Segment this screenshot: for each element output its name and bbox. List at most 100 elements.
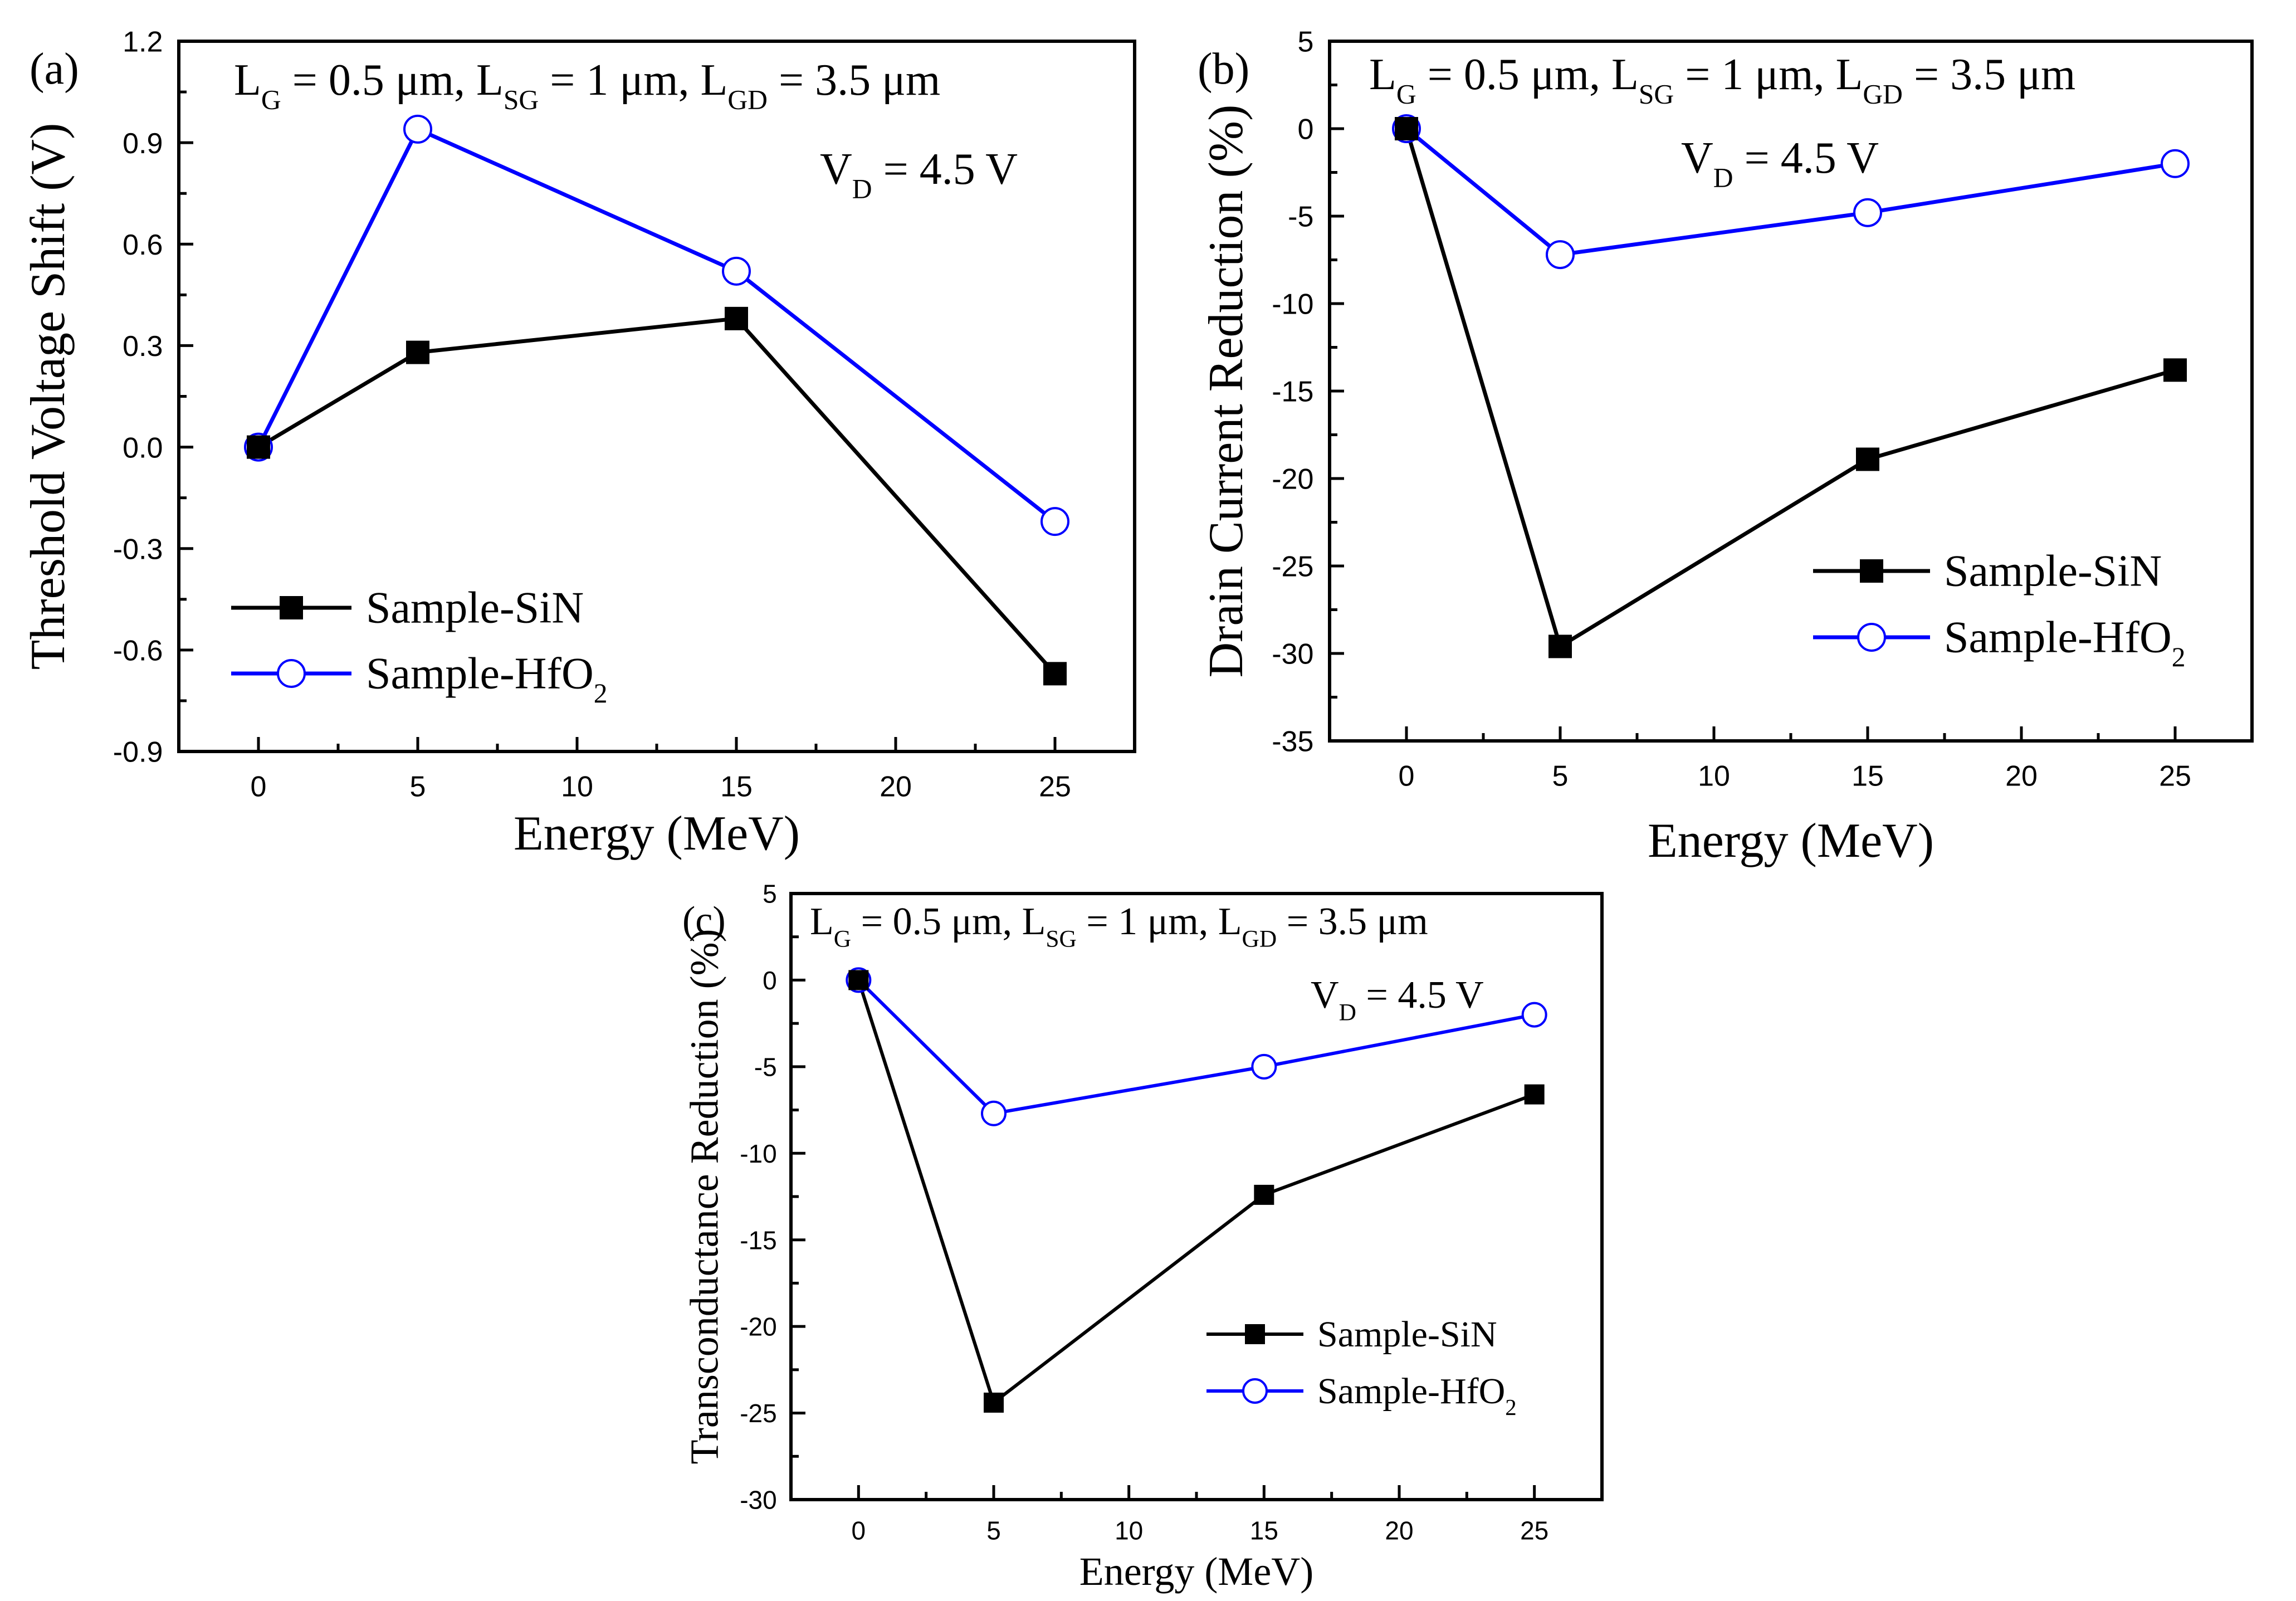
data-point-square bbox=[1548, 634, 1572, 658]
x-tick-label: 20 bbox=[2005, 760, 2038, 793]
legend-label: Sample-HfO2​ bbox=[366, 649, 608, 709]
series-line-1 bbox=[1405, 127, 2176, 257]
y-tick-label: -5 bbox=[1288, 201, 1313, 233]
chart-panel-a: 0 5 10 15 20 25 -0.9 -0.6 -0.3 0.0 0.3 0.6 0.9 1.2 Ene… bbox=[21, 26, 1136, 861]
data-point-circle bbox=[1040, 507, 1069, 536]
data-point-square bbox=[725, 306, 748, 330]
data-point-circle bbox=[1853, 198, 1882, 227]
y-tick-label: -25 bbox=[1272, 551, 1313, 583]
series-line-0 bbox=[257, 316, 1057, 675]
data-point-square bbox=[984, 1392, 1004, 1413]
legend: Sample-SiN Sample-HfO2​ bbox=[1813, 546, 2186, 672]
legend-marker-square bbox=[1245, 1324, 1265, 1344]
legend: Sample-SiN Sample-HfO2​ bbox=[231, 583, 608, 709]
y-tick-label: -15 bbox=[740, 1226, 776, 1255]
legend-label: Sample-SiN bbox=[366, 583, 584, 632]
x-tick-label: 0 bbox=[852, 1516, 866, 1545]
x-tick-label: 5 bbox=[986, 1516, 1001, 1545]
x-tick-label: 15 bbox=[1250, 1516, 1278, 1545]
y-tick-label: 5 bbox=[763, 880, 777, 909]
data-point-square bbox=[848, 970, 869, 990]
x-tick-label: 0 bbox=[1399, 760, 1415, 793]
y-axis-title: Threshold Voltage Shift (V) bbox=[21, 123, 75, 670]
y-tick-label: -10 bbox=[740, 1139, 776, 1168]
y-tick-label: 0.6 bbox=[123, 229, 163, 261]
x-tick-label: 15 bbox=[1852, 760, 1884, 793]
series-line-1 bbox=[857, 979, 1535, 1116]
y-tick-label: -10 bbox=[1272, 289, 1313, 321]
y-tick-label: -20 bbox=[740, 1312, 776, 1341]
data-point-circle bbox=[981, 1100, 1007, 1126]
y-tick-label: -20 bbox=[1272, 463, 1313, 496]
x-tick-label: 5 bbox=[410, 771, 426, 803]
legend-marker-circle bbox=[277, 659, 306, 688]
y-tick-label: -5 bbox=[754, 1052, 777, 1081]
data-point-circle bbox=[1251, 1053, 1277, 1080]
annotation-dimensions: LG​ = 0.5 μm, LSG​ = 1 μm, LGD​ = 3.5 μm bbox=[1369, 50, 2075, 110]
y-tick-label: 0.0 bbox=[123, 432, 163, 464]
annotation-drain-voltage: VD​ = 4.5 V bbox=[1311, 974, 1484, 1026]
data-point-square bbox=[406, 340, 429, 364]
y-axis-title: Drain Current Reduction (%) bbox=[1199, 105, 1253, 678]
data-point-circle bbox=[1521, 1002, 1547, 1028]
x-tick-label: 25 bbox=[1039, 771, 1071, 803]
legend-marker-square bbox=[280, 596, 303, 619]
data-point-square bbox=[1254, 1184, 1274, 1205]
y-tick-label: -0.9 bbox=[113, 736, 163, 769]
y-tick-label: -35 bbox=[1272, 726, 1313, 758]
legend-label: Sample-HfO2​ bbox=[1317, 1371, 1517, 1420]
y-tick-label: 1.2 bbox=[123, 26, 163, 58]
legend-label: Sample-SiN bbox=[1944, 546, 2162, 596]
annotation-drain-voltage: VD​ = 4.5 V bbox=[1681, 134, 1879, 193]
y-tick-label: 0 bbox=[1297, 114, 1313, 146]
x-tick-label: 10 bbox=[561, 771, 593, 803]
y-tick-label: 0.9 bbox=[123, 128, 163, 160]
series-line-0 bbox=[1404, 128, 2176, 650]
y-tick-label: -30 bbox=[1272, 638, 1313, 671]
y-tick-label: 0 bbox=[763, 966, 777, 995]
legend-marker-circle bbox=[1242, 1378, 1268, 1404]
x-axis-title: Energy (MeV) bbox=[1648, 814, 1934, 868]
panel-label: (a) bbox=[30, 45, 79, 94]
annotation-drain-voltage: VD​ = 4.5 V bbox=[820, 145, 1018, 204]
panel-label: (c) bbox=[682, 899, 726, 942]
data-point-square bbox=[2163, 358, 2187, 382]
y-tick-label: -30 bbox=[740, 1486, 776, 1515]
y-tick-label: -15 bbox=[1272, 376, 1313, 408]
y-tick-label: -25 bbox=[740, 1399, 776, 1428]
legend-marker-square bbox=[1860, 559, 1883, 583]
x-tick-label: 25 bbox=[1520, 1516, 1548, 1545]
panel-label: (b) bbox=[1198, 45, 1249, 94]
y-tick-label: -0.3 bbox=[113, 533, 163, 565]
legend-marker-circle bbox=[1857, 623, 1886, 652]
data-point-square bbox=[1395, 117, 1418, 140]
x-tick-label: 10 bbox=[1115, 1516, 1143, 1545]
series-line-1 bbox=[256, 126, 1057, 523]
y-tick-label: 5 bbox=[1297, 26, 1313, 58]
y-axis-title: Transconductance Reduction (%) bbox=[682, 929, 727, 1464]
data-point-square bbox=[1043, 662, 1067, 686]
data-point-circle bbox=[722, 256, 751, 286]
y-tick-label: -0.6 bbox=[113, 635, 163, 667]
annotation-dimensions: LG​ = 0.5 μm, LSG​ = 1 μm, LGD​ = 3.5 μm bbox=[234, 56, 940, 115]
x-tick-label: 10 bbox=[1698, 760, 1730, 793]
x-axis-title: Energy (MeV) bbox=[514, 807, 800, 861]
data-point-circle bbox=[2161, 149, 2190, 178]
y-tick-label: 0.3 bbox=[123, 330, 163, 363]
data-point-square bbox=[247, 435, 270, 459]
legend: Sample-SiN Sample-HfO2​ bbox=[1206, 1314, 1517, 1420]
data-point-circle bbox=[1546, 240, 1575, 270]
x-tick-label: 20 bbox=[1385, 1516, 1413, 1545]
data-point-square bbox=[1524, 1084, 1545, 1105]
x-tick-label: 15 bbox=[720, 771, 753, 803]
x-tick-label: 25 bbox=[2159, 760, 2191, 793]
annotation-dimensions: LG​ = 0.5 μm, LSG​ = 1 μm, LGD​ = 3.5 μm bbox=[810, 900, 1428, 952]
x-tick-label: 20 bbox=[880, 771, 912, 803]
legend-label: Sample-HfO2​ bbox=[1944, 613, 2186, 672]
x-tick-label: 0 bbox=[251, 771, 267, 803]
chart-panel-b: 0 5 10 15 20 25 -35 -30 -25 -20 -15 -10 -5 0 5 Energy (… bbox=[1198, 26, 2254, 868]
x-axis-title: Energy (MeV) bbox=[1079, 1549, 1314, 1594]
chart-panel-c: 0 5 10 15 20 25 -30 -25 -20 -15 -10 -5 0 5 Energy (MeV… bbox=[682, 880, 1604, 1594]
legend-label: Sample-SiN bbox=[1317, 1314, 1497, 1355]
